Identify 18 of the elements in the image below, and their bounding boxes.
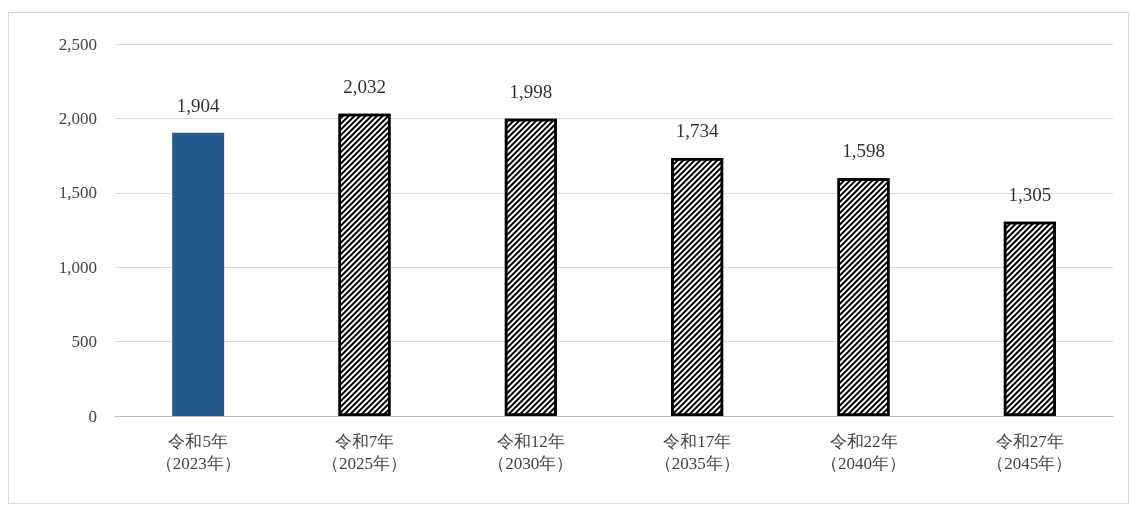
y-tick-label: 0 [88,406,97,426]
data-label: 1,998 [509,80,553,102]
data-label: 1,305 [1008,183,1052,205]
data-label: 2,032 [343,75,386,97]
y-tick-label: 2,000 [58,108,97,128]
data-label: 1,734 [675,119,720,141]
y-tick-label: 1,500 [58,183,97,203]
x-tick-label: 令和12年（2030年） [488,431,574,473]
x-tick-label: 令和7年（2025年） [322,431,407,473]
y-tick-label: 500 [71,332,97,352]
data-label: 1,598 [842,140,885,162]
x-tick-label: 令和5年（2023年） [155,431,241,473]
y-tick-label: 2,500 [58,34,97,54]
x-tick-label: 令和27年（2045年） [987,431,1073,473]
data-label: 1,904 [176,94,221,116]
x-tick-label: 令和17年（2035年） [654,431,740,473]
y-tick-label: 1,000 [58,257,97,277]
x-tick-label: 令和22年（2040年） [821,431,906,473]
